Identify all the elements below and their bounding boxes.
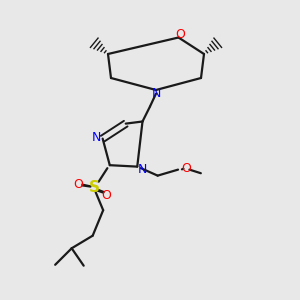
- Text: O: O: [101, 189, 111, 202]
- Text: N: N: [151, 87, 161, 100]
- Text: O: O: [182, 162, 191, 175]
- Text: N: N: [92, 130, 101, 144]
- Text: O: O: [175, 28, 185, 41]
- Text: S: S: [89, 180, 100, 195]
- Text: N: N: [138, 163, 147, 176]
- Text: O: O: [74, 178, 83, 191]
